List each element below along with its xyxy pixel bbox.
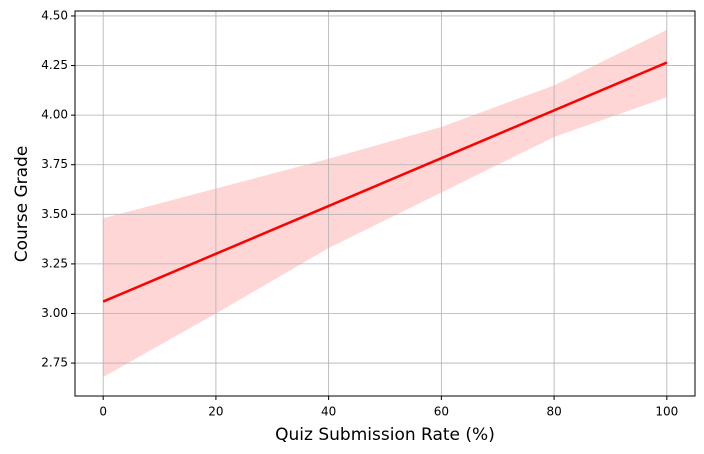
plot-frame xyxy=(74,10,696,397)
x-tick-label: 40 xyxy=(321,405,336,419)
y-axis-label: Course Grade xyxy=(12,146,32,263)
y-tick-label: 3.25 xyxy=(41,256,68,270)
x-tick-label: 0 xyxy=(99,405,107,419)
y-tick-label: 4.25 xyxy=(41,58,68,72)
x-tick-label: 60 xyxy=(434,405,449,419)
y-tick-label: 4.00 xyxy=(41,108,68,122)
y-tick-label: 4.50 xyxy=(41,8,68,22)
regression-line xyxy=(102,61,668,303)
x-tick-label: 80 xyxy=(546,405,561,419)
y-tick-label: 3.00 xyxy=(41,306,68,320)
x-axis-label: Quiz Submission Rate (%) xyxy=(275,425,495,445)
confidence-band xyxy=(103,29,667,377)
y-tick-label: 3.75 xyxy=(41,157,68,171)
x-tick-label: 20 xyxy=(208,405,223,419)
y-tick-label: 2.75 xyxy=(41,356,68,370)
y-tick-label: 3.50 xyxy=(41,207,68,221)
x-tick-label: 100 xyxy=(655,405,678,419)
